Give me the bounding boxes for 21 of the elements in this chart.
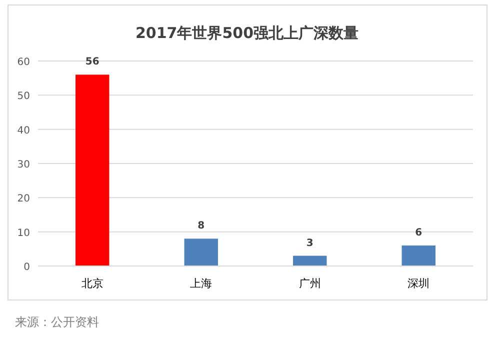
y-tick-label: 50	[17, 91, 30, 102]
bar	[402, 246, 436, 266]
y-tick-label: 10	[17, 228, 30, 239]
data-label: 8	[198, 220, 205, 232]
y-tick-label: 0	[24, 262, 30, 273]
y-tick-label: 30	[17, 160, 30, 170]
x-tick-label: 广州	[298, 277, 321, 290]
x-tick-label: 上海	[190, 277, 212, 290]
chart-title: 2017年世界500强北上广深数量	[135, 24, 359, 42]
y-tick-label: 40	[17, 125, 30, 136]
x-tick-label: 深圳	[408, 277, 430, 290]
data-label: 6	[415, 228, 422, 238]
source-note: 来源：公开资料	[15, 315, 99, 329]
data-label: 3	[306, 238, 314, 249]
bar	[293, 256, 327, 266]
bar	[184, 238, 218, 266]
y-tick-label: 60	[17, 57, 30, 68]
data-label: 56	[85, 56, 100, 68]
x-tick-label: 北京	[81, 277, 104, 290]
bar	[76, 74, 110, 266]
y-tick-label: 20	[17, 194, 30, 205]
